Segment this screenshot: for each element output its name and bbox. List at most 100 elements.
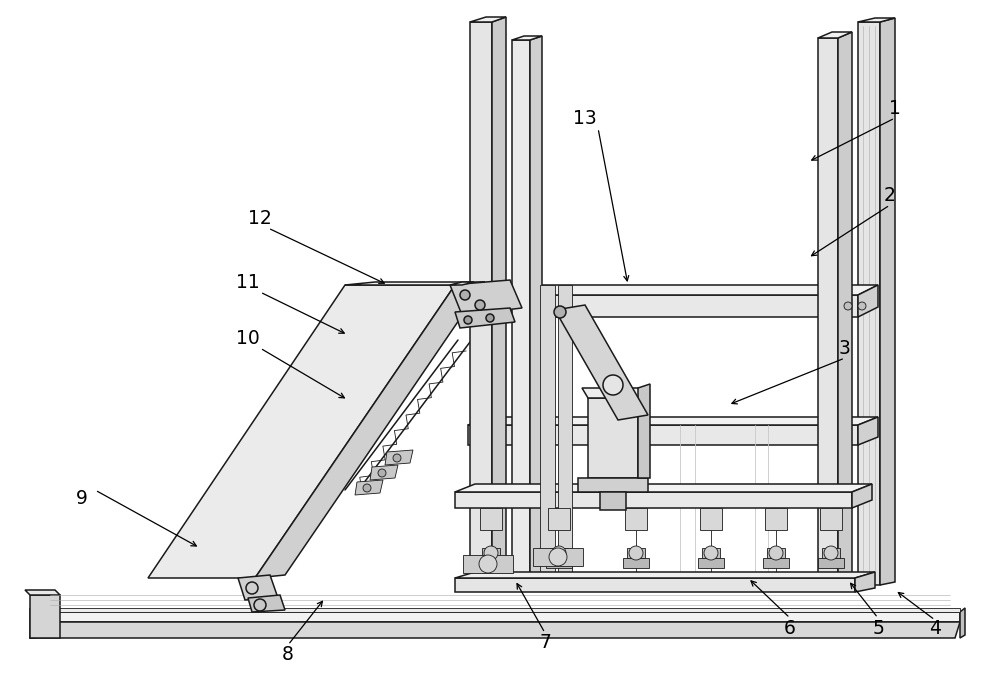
Circle shape [554,306,566,318]
Polygon shape [625,508,647,530]
Polygon shape [582,388,644,398]
Polygon shape [550,548,568,558]
Polygon shape [700,508,722,530]
Polygon shape [530,36,542,580]
Circle shape [704,546,718,560]
Circle shape [363,484,371,492]
Polygon shape [698,558,724,568]
Polygon shape [555,305,648,420]
Polygon shape [858,417,878,445]
Polygon shape [450,282,474,285]
Polygon shape [818,38,838,585]
Circle shape [475,300,485,310]
Polygon shape [765,508,787,530]
Text: 1: 1 [889,99,901,117]
Circle shape [629,546,643,560]
Circle shape [464,316,472,324]
Text: 6: 6 [784,618,796,638]
Polygon shape [880,18,895,585]
Polygon shape [578,478,648,492]
Polygon shape [763,558,789,568]
Polygon shape [455,308,515,328]
Text: 5: 5 [872,618,884,638]
Polygon shape [540,285,555,585]
Polygon shape [558,285,572,585]
Circle shape [393,454,401,462]
Polygon shape [385,450,413,465]
Polygon shape [600,492,626,510]
Polygon shape [25,590,60,595]
Polygon shape [820,508,842,530]
Circle shape [486,314,494,322]
Circle shape [484,546,498,560]
Polygon shape [345,282,485,285]
Circle shape [603,375,623,395]
Circle shape [552,546,566,560]
Circle shape [858,302,866,310]
Polygon shape [638,384,650,478]
Polygon shape [35,608,960,612]
Text: 2: 2 [884,185,896,205]
Polygon shape [858,18,895,22]
Polygon shape [148,285,455,578]
Polygon shape [627,548,645,558]
Text: 11: 11 [236,272,260,292]
Polygon shape [855,572,875,592]
Polygon shape [480,508,502,530]
Polygon shape [818,558,844,568]
Circle shape [769,546,783,560]
Circle shape [378,469,386,477]
Circle shape [460,290,470,300]
Polygon shape [470,17,506,22]
Polygon shape [492,17,506,580]
Polygon shape [35,612,960,622]
Text: 12: 12 [248,209,272,227]
Polygon shape [468,425,858,445]
Text: 10: 10 [236,328,260,348]
Polygon shape [702,548,720,558]
Polygon shape [546,558,572,568]
Polygon shape [960,608,965,638]
Polygon shape [533,548,583,566]
Polygon shape [822,548,840,558]
Polygon shape [355,480,383,495]
Polygon shape [478,558,504,568]
Text: 4: 4 [929,618,941,638]
Polygon shape [30,622,960,638]
Polygon shape [370,465,398,480]
Polygon shape [512,40,530,580]
Polygon shape [470,22,492,580]
Polygon shape [588,398,638,478]
Polygon shape [455,572,875,578]
Polygon shape [468,285,878,295]
Circle shape [486,302,494,310]
Text: 8: 8 [282,645,294,665]
Text: 3: 3 [839,339,851,357]
Circle shape [844,302,852,310]
Circle shape [549,548,567,566]
Text: 13: 13 [573,108,597,128]
Polygon shape [455,484,872,492]
Polygon shape [623,558,649,568]
Polygon shape [455,492,852,508]
Polygon shape [548,508,570,530]
Polygon shape [838,32,852,585]
Polygon shape [818,32,852,38]
Polygon shape [238,575,278,600]
Polygon shape [468,417,878,425]
Polygon shape [767,548,785,558]
Polygon shape [468,295,858,317]
Text: 7: 7 [539,634,551,652]
Polygon shape [450,280,522,315]
Polygon shape [30,595,60,638]
Polygon shape [248,595,285,612]
Polygon shape [512,36,542,40]
Polygon shape [30,608,35,638]
Text: 9: 9 [76,489,88,507]
Polygon shape [858,22,880,585]
Polygon shape [852,484,872,508]
Polygon shape [482,548,500,558]
Polygon shape [255,282,485,578]
Polygon shape [455,578,855,592]
Polygon shape [858,285,878,317]
